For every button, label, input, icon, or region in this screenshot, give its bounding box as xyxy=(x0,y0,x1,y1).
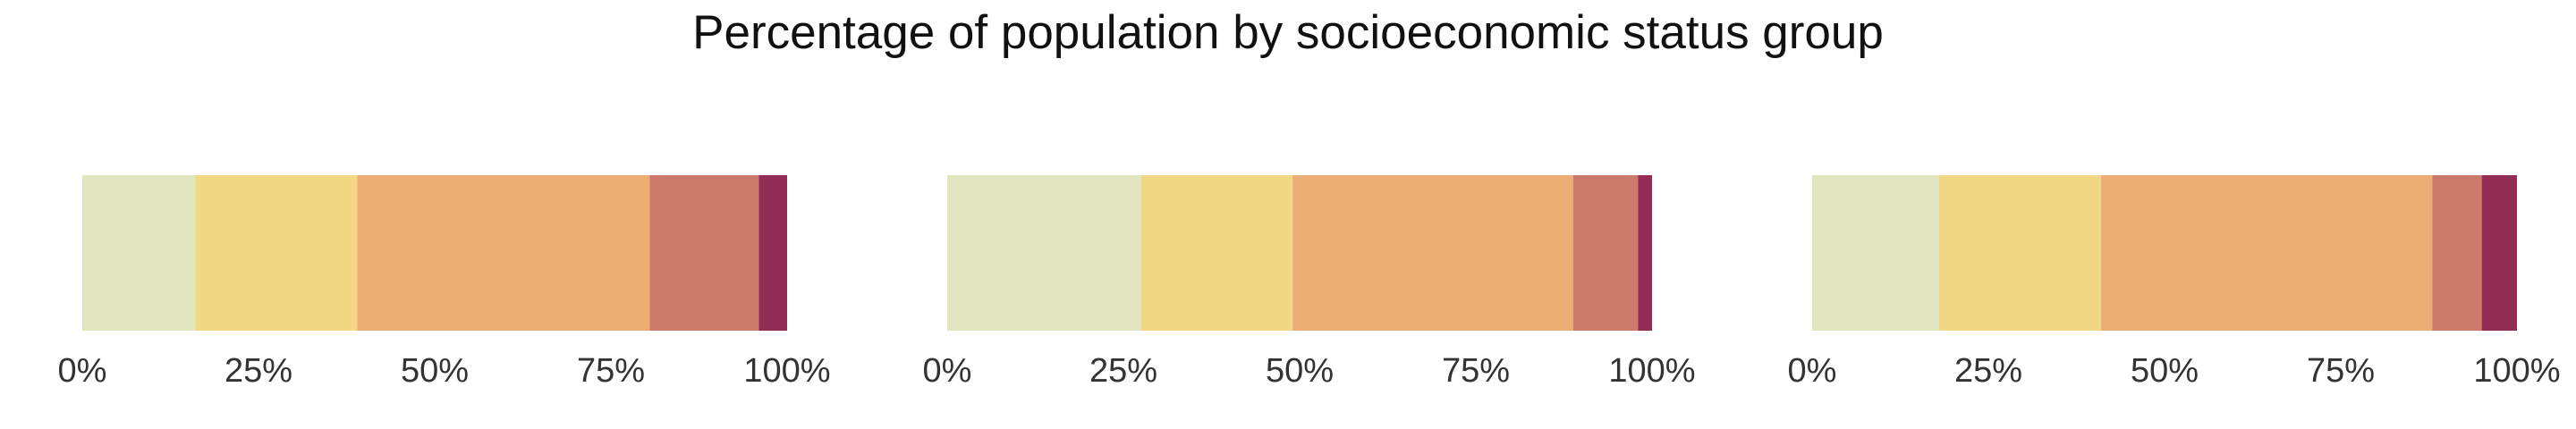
x-tick-label-3-5: 100% xyxy=(2473,352,2560,390)
bar-segment-3-2 xyxy=(1938,175,2102,331)
x-tick-label-1-1: 0% xyxy=(58,352,107,390)
x-tick-label-1-4: 75% xyxy=(577,352,645,390)
bar-segment-1-1 xyxy=(82,175,196,331)
x-tick-label-2-3: 50% xyxy=(1266,352,1334,390)
bar-segment-1-2 xyxy=(195,175,358,331)
chart-panel-1: 0% 25% 50% 75% 100% xyxy=(58,175,831,408)
chart-title: Percentage of population by socioeconomi… xyxy=(692,6,1884,59)
x-tick-label-1-5: 100% xyxy=(743,352,830,390)
bar-segment-2-3 xyxy=(1292,175,1573,331)
chart-svg-1: 0% 25% 50% 75% 100% xyxy=(58,175,831,390)
bar-segment-1-5 xyxy=(758,175,787,331)
bar-segment-3-5 xyxy=(2481,175,2517,331)
bar-segment-3-3 xyxy=(2101,175,2433,331)
chart-panel-3: 0% 25% 50% 75% 100% xyxy=(1788,175,2561,408)
x-tick-label-2-2: 25% xyxy=(1089,352,1157,390)
bar-segment-1-4 xyxy=(649,175,759,331)
chart-panel-2: 0% 25% 50% 75% 100% xyxy=(923,175,1696,408)
chart-svg-3: 0% 25% 50% 75% 100% xyxy=(1788,175,2561,390)
x-tick-label-3-3: 50% xyxy=(2131,352,2199,390)
bar-segment-2-5 xyxy=(1638,175,1652,331)
bar-segment-2-1 xyxy=(947,175,1141,331)
bar-segment-3-1 xyxy=(1812,175,1939,331)
bar-segment-2-4 xyxy=(1572,175,1639,331)
x-tick-label-3-4: 75% xyxy=(2307,352,2375,390)
chart-svg-2: 0% 25% 50% 75% 100% xyxy=(923,175,1696,390)
bar-segment-1-3 xyxy=(357,175,650,331)
x-tick-label-3-2: 25% xyxy=(1954,352,2022,390)
bar-segment-3-4 xyxy=(2432,175,2482,331)
x-tick-label-1-2: 25% xyxy=(225,352,292,390)
x-tick-label-2-5: 100% xyxy=(1608,352,1695,390)
x-tick-label-1-3: 50% xyxy=(401,352,469,390)
x-tick-label-3-1: 0% xyxy=(1788,352,1837,390)
bar-segment-2-2 xyxy=(1140,175,1293,331)
x-tick-label-2-1: 0% xyxy=(923,352,972,390)
x-tick-label-2-4: 75% xyxy=(1442,352,1510,390)
